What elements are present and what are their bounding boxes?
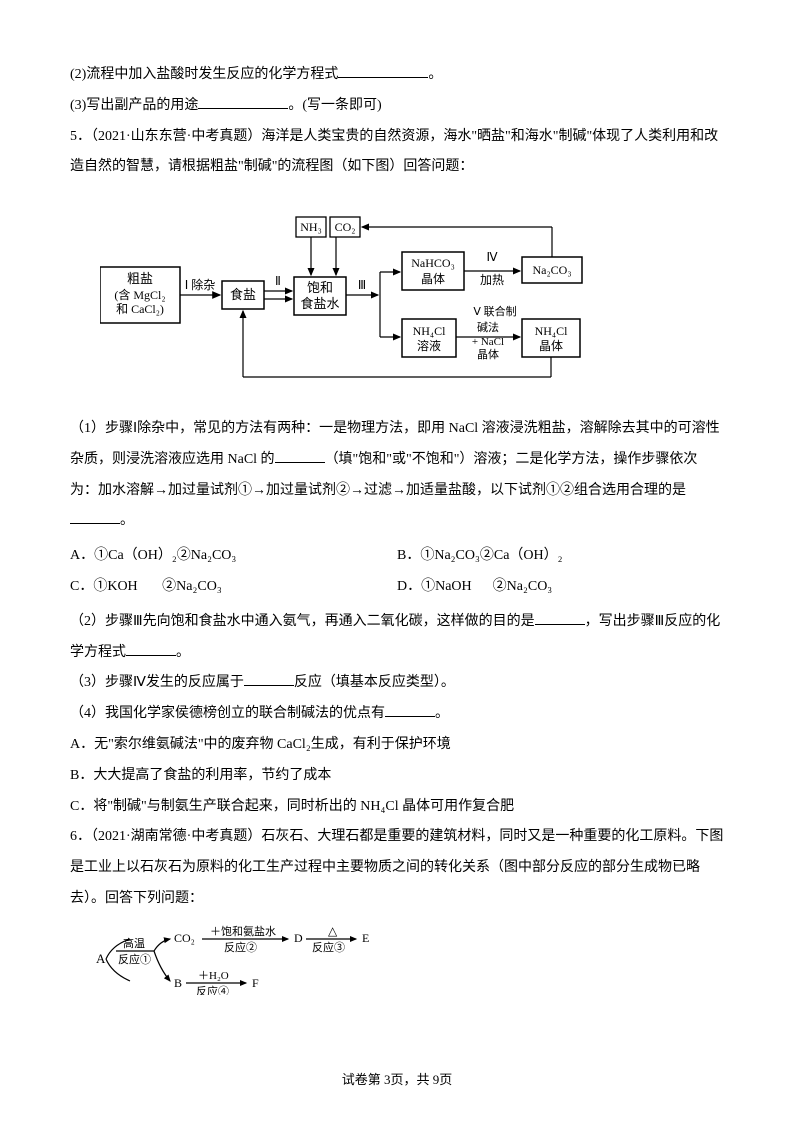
svg-text:＋饱和氨盐水: ＋饱和氨盐水 (210, 925, 276, 938)
q5-p3: （3）步骤Ⅳ发生的反应属于 反应（填基本反应类型）。 (70, 668, 724, 699)
q6-intro: 6．（2021·湖南常德·中考真题）石灰石、大理石都是重要的建筑材料，同时又是一… (70, 822, 724, 914)
svg-text:食盐: 食盐 (230, 287, 256, 302)
q5-p2: （2）步骤Ⅲ先向饱和食盐水中通入氨气，再通入二氧化碳，这样做的目的是，写出步骤Ⅲ… (70, 607, 724, 669)
svg-text:B: B (174, 976, 182, 990)
svg-text:+ NaCl: + NaCl (472, 336, 504, 348)
svg-text:晶体: 晶体 (421, 272, 445, 286)
opt-D[interactable]: D．①NaOH ②Na₂CO₃ (397, 572, 724, 603)
svg-text:NaHCO₃: NaHCO₃ (411, 256, 455, 270)
svg-text:＋H₂O: ＋H₂O (198, 970, 229, 982)
q5-p1-blank2[interactable] (70, 509, 120, 524)
svg-text:晶体: 晶体 (477, 347, 499, 361)
q3-blank[interactable] (198, 94, 288, 109)
svg-text:晶体: 晶体 (539, 339, 563, 353)
svg-text:反应③: 反应③ (312, 940, 345, 954)
svg-text:溶液: 溶液 (417, 338, 441, 353)
q5-p4b: 。 (435, 706, 449, 721)
q5-p2-blank2[interactable] (126, 641, 176, 656)
svg-text:饱和: 饱和 (307, 280, 333, 295)
q5-flow-diagram: 粗盐 (含 MgCl₂ 和 CaCl₂) Ⅰ 除杂 食盐 Ⅱ 饱和 食盐水 NH… (100, 197, 724, 400)
q5-p2-blank1[interactable] (535, 610, 585, 625)
svg-text:碱法: 碱法 (477, 320, 499, 334)
opt-C[interactable]: C．①KOH ②Na₂CO₃ (70, 572, 397, 603)
svg-text:Ⅲ: Ⅲ (358, 278, 366, 292)
opt-B[interactable]: B．①Na₂CO₃②Ca（OH）₂ (397, 541, 724, 572)
svg-text:Ⅱ: Ⅱ (275, 274, 281, 288)
q5-p1-blank1[interactable] (275, 448, 325, 463)
svg-text:D: D (294, 931, 303, 945)
svg-text:A: A (96, 951, 106, 966)
q5-p2c: 。 (176, 645, 190, 660)
q5-p3-blank[interactable] (244, 671, 294, 686)
svg-text:NH₃: NH₃ (300, 220, 322, 234)
svg-text:粗盐: 粗盐 (127, 271, 153, 286)
opt-A[interactable]: A．①Ca（OH）₂②Na₂CO₃ (70, 541, 397, 572)
svg-text:Ⅴ 联合制: Ⅴ 联合制 (473, 304, 516, 318)
q5-p4-blank[interactable] (385, 702, 435, 717)
svg-text:Na₂CO₃: Na₂CO₃ (532, 263, 571, 277)
q5-p4: （4）我国化学家侯德榜创立的联合制碱法的优点有 。 (70, 699, 724, 730)
svg-text:NH₄Cl: NH₄Cl (413, 324, 447, 338)
q2-text-a: (2)流程中加入盐酸时发生反应的化学方程式 (70, 67, 338, 82)
q2-text-b: 。 (428, 67, 442, 82)
svg-text:F: F (252, 976, 259, 990)
svg-text:反应④: 反应④ (196, 984, 229, 995)
q5-p2a: （2）步骤Ⅲ先向饱和食盐水中通入氨气，再通入二氧化碳，这样做的目的是 (70, 614, 535, 629)
svg-text:E: E (362, 931, 369, 945)
svg-text:加热: 加热 (480, 273, 504, 287)
q5-p1-options: A．①Ca（OH）₂②Na₂CO₃ B．①Na₂CO₃②Ca（OH）₂ C．①K… (70, 541, 724, 603)
q5-opt4-A[interactable]: A．无"索尔维氨碱法"中的废弃物 CaCl₂生成，有利于保护环境 (70, 730, 724, 761)
q5-opt4-C[interactable]: C．将"制碱"与制氨生产联合起来，同时析出的 NH₄Cl 晶体可用作复合肥 (70, 792, 724, 823)
page-footer: 试卷第 3页，共 9页 (0, 1066, 794, 1095)
svg-text:CO₂: CO₂ (335, 220, 356, 234)
q5-intro: 5．（2021·山东东营·中考真题）海洋是人类宝贵的自然资源，海水"晒盐"和海水… (70, 122, 724, 184)
svg-text:Ⅳ: Ⅳ (486, 250, 497, 264)
q3-text-b: 。(写一条即可) (288, 98, 381, 113)
svg-text:反应①: 反应① (118, 952, 151, 966)
q5-opt4-B[interactable]: B．大大提高了食盐的利用率，节约了成本 (70, 761, 724, 792)
q5-p4a: （4）我国化学家侯德榜创立的联合制碱法的优点有 (70, 706, 385, 721)
svg-text:CO₂: CO₂ (174, 931, 195, 945)
q3-text-a: (3)写出副产品的用途 (70, 98, 198, 113)
svg-text:反应②: 反应② (224, 940, 257, 954)
svg-text:(含 MgCl₂: (含 MgCl₂ (114, 287, 165, 302)
svg-text:△: △ (328, 925, 338, 938)
svg-text:食盐水: 食盐水 (300, 296, 339, 311)
svg-text:和 CaCl₂): 和 CaCl₂) (116, 302, 164, 316)
svg-text:Ⅰ 除杂: Ⅰ 除杂 (185, 277, 216, 292)
q5-p3a: （3）步骤Ⅳ发生的反应属于 (70, 675, 244, 690)
svg-text:高温: 高温 (123, 936, 145, 950)
q2-blank[interactable] (338, 63, 428, 78)
q3-line: (3)写出副产品的用途 。(写一条即可) (70, 91, 724, 122)
svg-text:NH₄Cl: NH₄Cl (535, 324, 569, 338)
q6-reaction-diagram: A 高温 反应① CO₂ B ＋饱和氨盐水 反应② D △ 反应③ E ＋H₂O… (90, 925, 724, 1006)
q5-p3b: 反应（填基本反应类型）。 (294, 675, 455, 690)
q5-p1: （1）步骤Ⅰ除杂中，常见的方法有两种：一是物理方法，即用 NaCl 溶液浸洗粗盐… (70, 414, 724, 537)
q2-line: (2)流程中加入盐酸时发生反应的化学方程式 。 (70, 60, 724, 91)
q5-p1c: 。 (120, 513, 134, 528)
